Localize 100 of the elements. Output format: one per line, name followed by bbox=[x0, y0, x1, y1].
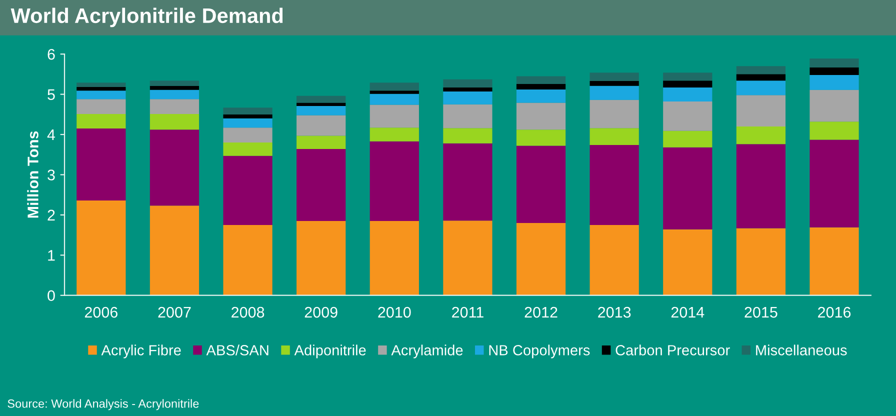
bar bbox=[76, 114, 126, 128]
y-tick-label: 6 bbox=[48, 48, 55, 60]
bar bbox=[810, 122, 859, 140]
y-tick-label: 0 bbox=[48, 290, 55, 302]
legend-label: Adiponitrile bbox=[294, 344, 366, 358]
bar bbox=[663, 229, 712, 296]
bar bbox=[296, 148, 346, 221]
bar bbox=[370, 141, 419, 221]
bar bbox=[370, 128, 419, 142]
x-tick-label: 2010 bbox=[378, 306, 411, 318]
bar bbox=[223, 128, 272, 143]
bar bbox=[736, 126, 786, 144]
source-note: Source: World Analysis - Acrylonitrile bbox=[8, 399, 199, 410]
bar bbox=[590, 86, 639, 100]
legend-label: ABS/SAN bbox=[206, 344, 268, 356]
bar bbox=[663, 130, 712, 148]
y-tick-label: 4 bbox=[47, 130, 56, 140]
x-tick-label: 2013 bbox=[598, 306, 631, 318]
bar bbox=[663, 102, 712, 131]
bar bbox=[296, 220, 346, 296]
bar bbox=[370, 220, 419, 296]
bar bbox=[590, 224, 639, 296]
legend-label: Acrylic Fibre bbox=[101, 344, 181, 358]
bar bbox=[296, 96, 346, 103]
bar bbox=[810, 90, 859, 122]
bar bbox=[663, 147, 712, 230]
bar bbox=[516, 130, 566, 146]
bar bbox=[516, 84, 566, 90]
bar bbox=[443, 220, 492, 296]
bar bbox=[443, 128, 492, 144]
y-tick-label: 1 bbox=[48, 250, 55, 261]
bar bbox=[370, 94, 419, 105]
x-tick-label: 2009 bbox=[304, 306, 338, 318]
y-tick-label: 5 bbox=[48, 89, 55, 100]
legend-label: Miscellaneous bbox=[756, 344, 847, 356]
x-tick-label: 2016 bbox=[818, 306, 851, 318]
x-tick-label: 2014 bbox=[671, 306, 704, 318]
x-tick-label: 2008 bbox=[232, 306, 264, 318]
bar bbox=[810, 67, 859, 75]
x-tick-label: 2015 bbox=[744, 306, 778, 318]
bar bbox=[150, 80, 200, 86]
bar bbox=[443, 143, 492, 221]
bar bbox=[443, 91, 492, 104]
bar bbox=[663, 72, 712, 81]
bar bbox=[76, 87, 126, 91]
y-tick-label: 3 bbox=[48, 170, 55, 180]
bar bbox=[370, 90, 419, 94]
bar bbox=[736, 144, 786, 228]
x-tick-label: 2006 bbox=[84, 306, 118, 318]
legend-label: Carbon Precursor bbox=[616, 344, 730, 356]
bar bbox=[150, 99, 200, 114]
bar bbox=[76, 99, 126, 114]
bar bbox=[516, 222, 566, 296]
bar bbox=[736, 74, 786, 81]
bar bbox=[810, 227, 859, 296]
bar bbox=[370, 82, 419, 91]
legend-label: NB Copolymers bbox=[489, 344, 590, 358]
bar bbox=[810, 74, 859, 90]
bar bbox=[370, 104, 419, 128]
bar bbox=[443, 79, 492, 88]
bar bbox=[296, 102, 346, 106]
bar bbox=[736, 95, 786, 126]
bar bbox=[590, 81, 639, 86]
bar bbox=[443, 87, 492, 92]
bar bbox=[590, 72, 639, 82]
bar bbox=[736, 228, 786, 296]
bar bbox=[590, 128, 639, 145]
bar bbox=[150, 130, 200, 206]
bar bbox=[296, 106, 346, 116]
bar bbox=[76, 82, 126, 88]
bar bbox=[296, 115, 346, 136]
bar bbox=[76, 200, 126, 296]
bar bbox=[736, 80, 786, 96]
bar bbox=[516, 102, 566, 130]
y-axis-title: Million Tons bbox=[27, 131, 38, 218]
x-tick-label: 2011 bbox=[452, 306, 484, 318]
bar bbox=[590, 144, 639, 225]
bar bbox=[150, 114, 200, 130]
bar bbox=[76, 90, 126, 100]
bar bbox=[810, 58, 859, 68]
bar bbox=[223, 108, 272, 114]
x-tick-label: 2012 bbox=[524, 306, 558, 318]
bar bbox=[150, 206, 200, 296]
bar bbox=[516, 76, 566, 84]
bar bbox=[663, 80, 712, 88]
bar bbox=[443, 104, 492, 128]
bar bbox=[663, 87, 712, 102]
bar bbox=[76, 128, 126, 200]
bar bbox=[223, 142, 272, 156]
bar bbox=[223, 118, 272, 128]
bar bbox=[150, 90, 200, 100]
x-tick-label: 2007 bbox=[158, 306, 191, 318]
y-tick-label: 2 bbox=[48, 210, 55, 220]
bar bbox=[223, 224, 272, 296]
bar bbox=[296, 136, 346, 149]
bar bbox=[223, 156, 272, 225]
bar bbox=[736, 66, 786, 74]
legend-label: Acrylamide bbox=[391, 344, 463, 358]
bar bbox=[150, 86, 200, 90]
bar bbox=[590, 100, 639, 128]
